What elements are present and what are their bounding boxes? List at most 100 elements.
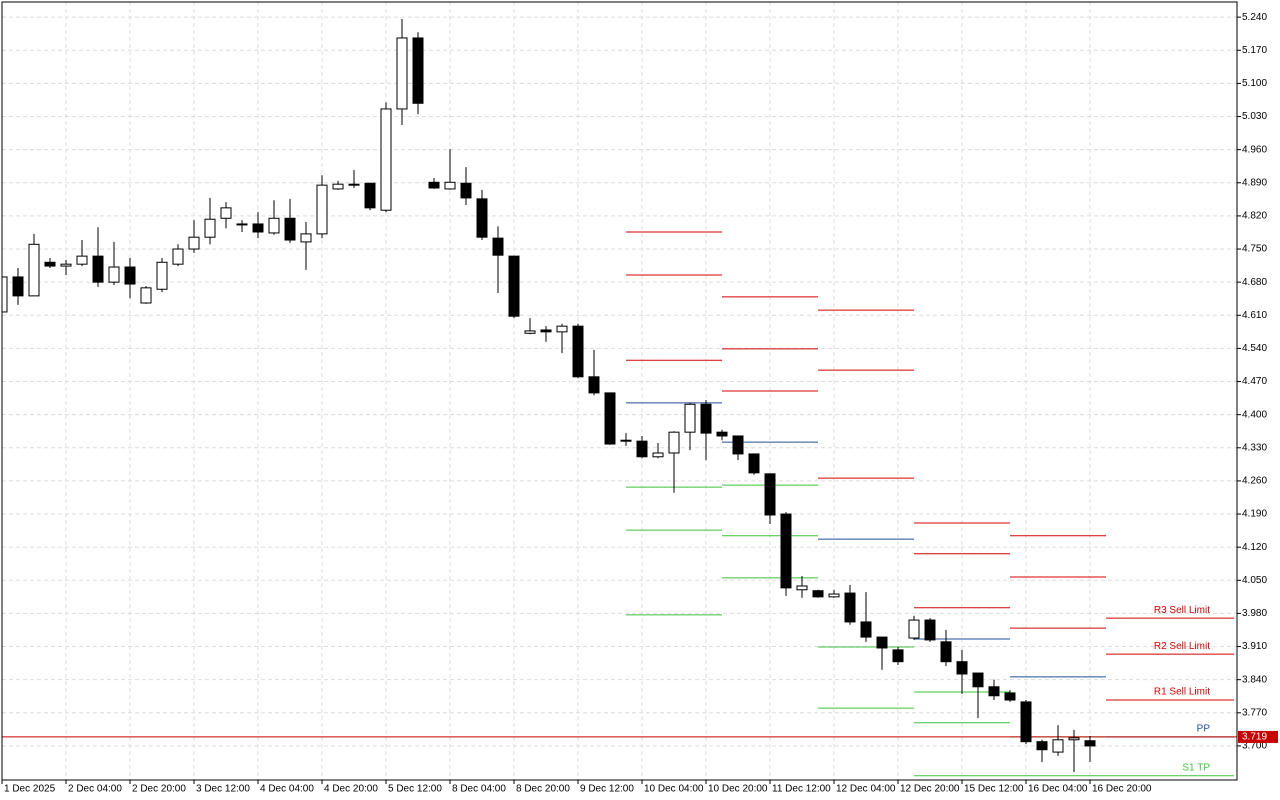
candle-body xyxy=(124,266,136,285)
candle-body xyxy=(540,329,552,333)
y-tick-label: 3.700 xyxy=(1242,741,1267,752)
y-tick-label: 4.750 xyxy=(1242,244,1267,255)
candle-body xyxy=(636,440,648,458)
y-tick-label: 4.820 xyxy=(1242,211,1267,222)
candle-body xyxy=(876,636,888,649)
candle-body xyxy=(60,263,72,267)
x-tick-label: 10 Dec 20:00 xyxy=(708,784,768,795)
x-tick-label: 5 Dec 12:00 xyxy=(388,784,442,795)
y-tick-label: 3.770 xyxy=(1242,707,1267,718)
candle-body xyxy=(748,453,760,474)
candle-body xyxy=(860,621,872,638)
candle-body xyxy=(972,672,984,688)
candle-body xyxy=(188,236,200,250)
x-tick-label: 1 Dec 2025 xyxy=(4,784,56,795)
candle-body xyxy=(1020,701,1032,743)
level-label: R3 Sell Limit xyxy=(1154,605,1210,616)
candle-body xyxy=(316,184,328,235)
candle-body xyxy=(396,37,408,110)
candles xyxy=(2,19,1096,772)
y-tick-label: 4.190 xyxy=(1242,509,1267,520)
candle-body xyxy=(364,182,376,209)
level-label: R2 Sell Limit xyxy=(1154,641,1210,652)
candle-body xyxy=(268,217,280,234)
candle-body xyxy=(1068,737,1080,741)
candle-body xyxy=(828,593,840,598)
candle-body xyxy=(924,619,936,641)
x-tick-label: 10 Dec 04:00 xyxy=(644,784,704,795)
x-tick-label: 12 Dec 20:00 xyxy=(900,784,960,795)
candle-body xyxy=(892,649,904,663)
candle-body xyxy=(700,403,712,434)
candle-body xyxy=(492,237,504,256)
plot-frame xyxy=(1,1,1238,781)
x-tick-label: 4 Dec 04:00 xyxy=(260,784,314,795)
x-tick-label: 9 Dec 12:00 xyxy=(580,784,634,795)
x-tick-label: 3 Dec 12:00 xyxy=(196,784,250,795)
candle-body xyxy=(588,376,600,394)
x-tick-label: 4 Dec 20:00 xyxy=(324,784,378,795)
candle-body xyxy=(236,223,248,226)
x-tick-label: 8 Dec 04:00 xyxy=(452,784,506,795)
candle-body xyxy=(1084,740,1096,747)
y-tick-label: 4.260 xyxy=(1242,476,1267,487)
candle-body xyxy=(556,325,568,333)
candle-body xyxy=(764,473,776,516)
x-tick-label: 12 Dec 04:00 xyxy=(836,784,896,795)
candle-body xyxy=(252,223,264,233)
candle-body xyxy=(428,181,440,189)
candle-body xyxy=(12,276,24,297)
x-tick-label: 8 Dec 20:00 xyxy=(516,784,570,795)
candle-body xyxy=(28,243,40,297)
y-tick-label: 3.840 xyxy=(1242,674,1267,685)
candle-body xyxy=(108,266,120,283)
level-label: S1 TP xyxy=(1182,762,1210,773)
candle-body xyxy=(908,619,920,639)
current-price-label: 3.719 xyxy=(1242,732,1267,743)
candle-body xyxy=(76,255,88,265)
y-tick-label: 5.100 xyxy=(1242,78,1267,89)
candle-body xyxy=(1036,741,1048,751)
y-tick-label: 4.330 xyxy=(1242,442,1267,453)
candle-body xyxy=(380,108,392,211)
y-tick-label: 4.680 xyxy=(1242,277,1267,288)
y-tick-label: 4.540 xyxy=(1242,343,1267,354)
candle-body xyxy=(668,431,680,454)
x-tick-label: 2 Dec 20:00 xyxy=(132,784,186,795)
x-tick-label: 15 Dec 12:00 xyxy=(964,784,1024,795)
candle-body xyxy=(92,255,104,283)
y-tick-label: 3.980 xyxy=(1242,608,1267,619)
y-tick-label: 4.400 xyxy=(1242,409,1267,420)
y-tick-label: 3.910 xyxy=(1242,641,1267,652)
candle-body xyxy=(988,686,1000,697)
y-tick-label: 4.610 xyxy=(1242,310,1267,321)
candle-body xyxy=(508,255,520,317)
candle-body xyxy=(796,585,808,591)
candle-body xyxy=(684,403,696,433)
y-tick-label: 4.120 xyxy=(1242,542,1267,553)
candle-body xyxy=(652,452,664,458)
candle-body xyxy=(348,183,360,186)
candle-body xyxy=(44,261,56,267)
candle-body xyxy=(1004,692,1016,701)
level-label: R1 Sell Limit xyxy=(1154,687,1210,698)
x-tick-label: 11 Dec 12:00 xyxy=(772,784,831,795)
grid xyxy=(2,2,1237,780)
candle-body xyxy=(572,325,584,378)
candle-body xyxy=(284,217,296,241)
candle-body xyxy=(412,37,424,104)
candle-body xyxy=(716,431,728,437)
level-label: PP xyxy=(1197,724,1211,735)
y-tick-label: 4.470 xyxy=(1242,376,1267,387)
candle-body xyxy=(1052,739,1064,753)
y-tick-label: 5.030 xyxy=(1242,111,1267,122)
candle-body xyxy=(172,248,184,265)
candle-body xyxy=(620,439,632,442)
candle-body xyxy=(940,641,952,663)
candle-body xyxy=(460,182,472,199)
axes: 5.240 5.170 5.100 5.030 4.960 4.890 4.820 4.750… xyxy=(1,12,1278,795)
candle-body xyxy=(332,183,344,190)
